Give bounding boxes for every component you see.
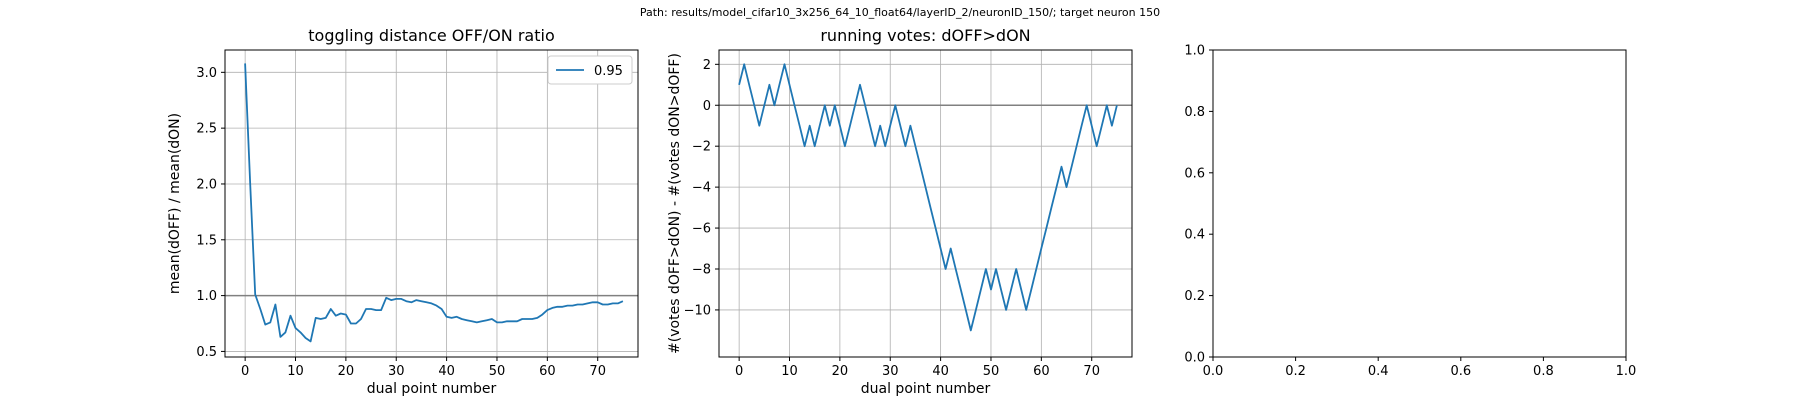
panel1-x-tick-label: 50 — [489, 364, 506, 379]
panel3-y-tick-label: 0.4 — [1184, 228, 1205, 243]
panel2-y-tick-label: −6 — [692, 222, 711, 237]
panel2-x-tick-label: 40 — [932, 364, 949, 379]
panel2-y-tick-label: 0 — [703, 99, 711, 114]
panel2-axes-frame — [718, 49, 1133, 358]
panel1-y-tick-label: 1.5 — [196, 233, 217, 248]
panel1-y-tick-label: 2.0 — [196, 177, 217, 192]
panel2-y-tick-label: 2 — [703, 58, 711, 73]
panel1-y-tick-label: 1.0 — [196, 289, 217, 304]
figure-suptitle: Path: results/model_cifar10_3x256_64_10_… — [639, 6, 1161, 19]
panel1-x-tick-label: 10 — [287, 364, 304, 379]
panel2-x-tick-label: 10 — [781, 364, 798, 379]
panel2-title: running votes: dOFF>dON — [820, 26, 1030, 45]
panel1-x-axis-label: dual point number — [367, 381, 497, 397]
panel1-x-tick-label: 20 — [338, 364, 355, 379]
panel3-y-tick-label: 0.2 — [1184, 289, 1205, 304]
panel2-x-tick-label: 30 — [882, 364, 899, 379]
panel3-x-tick-label: 0.6 — [1450, 364, 1471, 379]
panel2-y-axis-label: #(votes dOFF>dON) - #(votes dON>dOFF) — [667, 53, 683, 354]
panel1-x-tick-label: 0 — [241, 364, 249, 379]
panel3-y-tick-label: 0.0 — [1184, 351, 1205, 366]
panel2-y-tick-label: −2 — [692, 140, 711, 155]
panel3-x-tick-label: 0.4 — [1368, 364, 1389, 379]
panel3-y-tick-label: 0.6 — [1184, 166, 1205, 181]
panel2-x-tick-label: 0 — [735, 364, 743, 379]
panel3-x-tick-label: 1.0 — [1616, 364, 1637, 379]
panel3-x-tick-label: 0.8 — [1533, 364, 1554, 379]
panel1-legend-box — [547, 55, 633, 85]
panel1-title: toggling distance OFF/ON ratio — [308, 26, 554, 45]
panel2-x-tick-label: 50 — [983, 364, 1000, 379]
panel2-y-tick-label: −10 — [684, 303, 711, 318]
panel2-x-tick-label: 70 — [1083, 364, 1100, 379]
panel1-x-tick-label: 70 — [589, 364, 606, 379]
panel1-y-axis-label: mean(dOFF) / mean(dON) — [167, 113, 183, 294]
panel2-x-tick-label: 60 — [1033, 364, 1050, 379]
panel1-axes-frame — [224, 49, 639, 358]
panel1-series-line-1 — [244, 63, 624, 343]
panel3-y-tick-label: 1.0 — [1184, 44, 1205, 59]
panel2-x-axis-label: dual point number — [861, 381, 991, 397]
panel2-series-line-1 — [738, 63, 1118, 332]
panel3-x-tick-label: 0.0 — [1203, 364, 1224, 379]
panel1-y-tick-label: 3.0 — [196, 66, 217, 81]
panel2-x-tick-label: 20 — [832, 364, 849, 379]
panel1-y-tick-label: 2.5 — [196, 122, 217, 137]
panel1-y-tick-label: 0.5 — [196, 345, 217, 360]
panel3-axes-frame — [1212, 49, 1627, 358]
panel3-y-tick-label: 0.8 — [1184, 105, 1205, 120]
panel2-y-tick-label: −8 — [692, 262, 711, 277]
panel3-x-tick-label: 0.2 — [1285, 364, 1306, 379]
panel1-x-tick-label: 30 — [388, 364, 405, 379]
panel1-x-tick-label: 40 — [438, 364, 455, 379]
panel2-y-tick-label: −4 — [692, 181, 711, 196]
panel1-x-tick-label: 60 — [539, 364, 556, 379]
panel1-legend-label: 0.95 — [594, 64, 623, 79]
